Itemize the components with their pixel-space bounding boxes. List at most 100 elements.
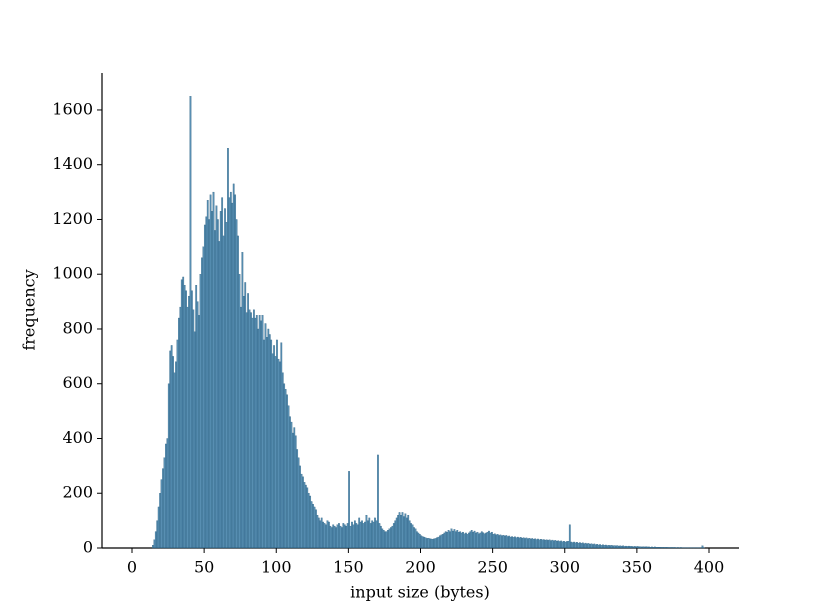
bar <box>163 457 166 549</box>
bar <box>299 465 301 549</box>
bar <box>303 482 306 549</box>
bar <box>358 517 361 549</box>
bar <box>300 473 303 549</box>
bar <box>351 521 353 549</box>
bar <box>369 523 372 549</box>
bar <box>564 541 567 549</box>
bar <box>462 531 464 549</box>
bar <box>603 545 606 549</box>
bar <box>232 183 235 549</box>
y-tick-label: 600 <box>62 373 93 392</box>
bar <box>322 521 325 549</box>
bar <box>154 531 157 549</box>
bar <box>283 383 286 549</box>
bar <box>527 538 529 549</box>
bar <box>365 514 368 549</box>
bar <box>437 536 440 549</box>
bar <box>662 547 665 549</box>
bar <box>186 306 189 549</box>
bar <box>632 546 635 549</box>
bar <box>649 547 652 549</box>
bar <box>417 532 420 549</box>
bar <box>570 541 573 549</box>
bar <box>326 520 329 549</box>
bar <box>594 544 597 549</box>
bar <box>532 539 535 549</box>
bar <box>674 547 676 549</box>
bar <box>387 530 389 549</box>
bar <box>195 285 198 549</box>
bar <box>557 540 560 549</box>
bar <box>361 520 363 549</box>
bar <box>521 537 524 549</box>
bar <box>540 539 542 549</box>
bar <box>418 534 421 549</box>
bar <box>349 525 352 549</box>
bar <box>250 312 252 549</box>
bar <box>573 541 575 549</box>
bar <box>534 538 537 549</box>
bar <box>475 532 477 549</box>
bar <box>280 342 283 549</box>
bar <box>276 339 278 549</box>
bar <box>459 531 462 549</box>
bar <box>401 512 404 549</box>
bar <box>488 530 490 549</box>
bar <box>589 544 591 549</box>
bar <box>293 427 296 549</box>
bar <box>597 544 600 549</box>
bar <box>558 541 561 549</box>
bar <box>413 527 415 549</box>
bar <box>353 520 356 549</box>
y-axis-label: frequency <box>20 269 39 350</box>
bar <box>346 523 349 549</box>
bar <box>460 532 463 549</box>
bar <box>506 536 509 549</box>
bar <box>664 547 666 549</box>
bar <box>592 544 594 549</box>
bar <box>583 543 586 549</box>
bar <box>625 545 627 549</box>
bar <box>251 317 254 549</box>
bar <box>427 537 430 549</box>
x-tick-label: 100 <box>261 558 292 577</box>
bar <box>576 542 578 549</box>
bar <box>655 547 658 549</box>
bar <box>348 471 350 549</box>
bar <box>450 528 453 549</box>
bar <box>190 290 193 549</box>
bar <box>430 538 433 549</box>
bar <box>330 527 333 549</box>
bar <box>240 306 242 549</box>
bar <box>508 535 511 549</box>
bar <box>617 545 620 549</box>
bar <box>291 432 294 549</box>
bar <box>229 191 232 549</box>
bar <box>515 537 518 549</box>
bar <box>247 293 249 549</box>
bar <box>571 542 574 549</box>
bar <box>277 358 280 549</box>
bar <box>193 331 196 549</box>
bar <box>563 541 565 549</box>
bar <box>551 539 554 549</box>
bar <box>537 538 539 549</box>
bar <box>159 493 162 549</box>
bar <box>449 531 451 549</box>
bar <box>651 546 653 549</box>
bar <box>453 529 456 549</box>
bar <box>616 545 619 549</box>
bar <box>312 504 314 549</box>
bar <box>182 276 185 549</box>
bar <box>485 532 488 549</box>
bar <box>152 545 154 549</box>
bar <box>342 523 345 549</box>
bar <box>410 523 412 549</box>
bar <box>420 535 423 549</box>
x-tick-label: 300 <box>549 558 580 577</box>
bar <box>658 547 661 549</box>
bar <box>270 339 273 549</box>
bar <box>178 317 180 549</box>
bar <box>245 312 248 549</box>
bar <box>535 539 538 549</box>
